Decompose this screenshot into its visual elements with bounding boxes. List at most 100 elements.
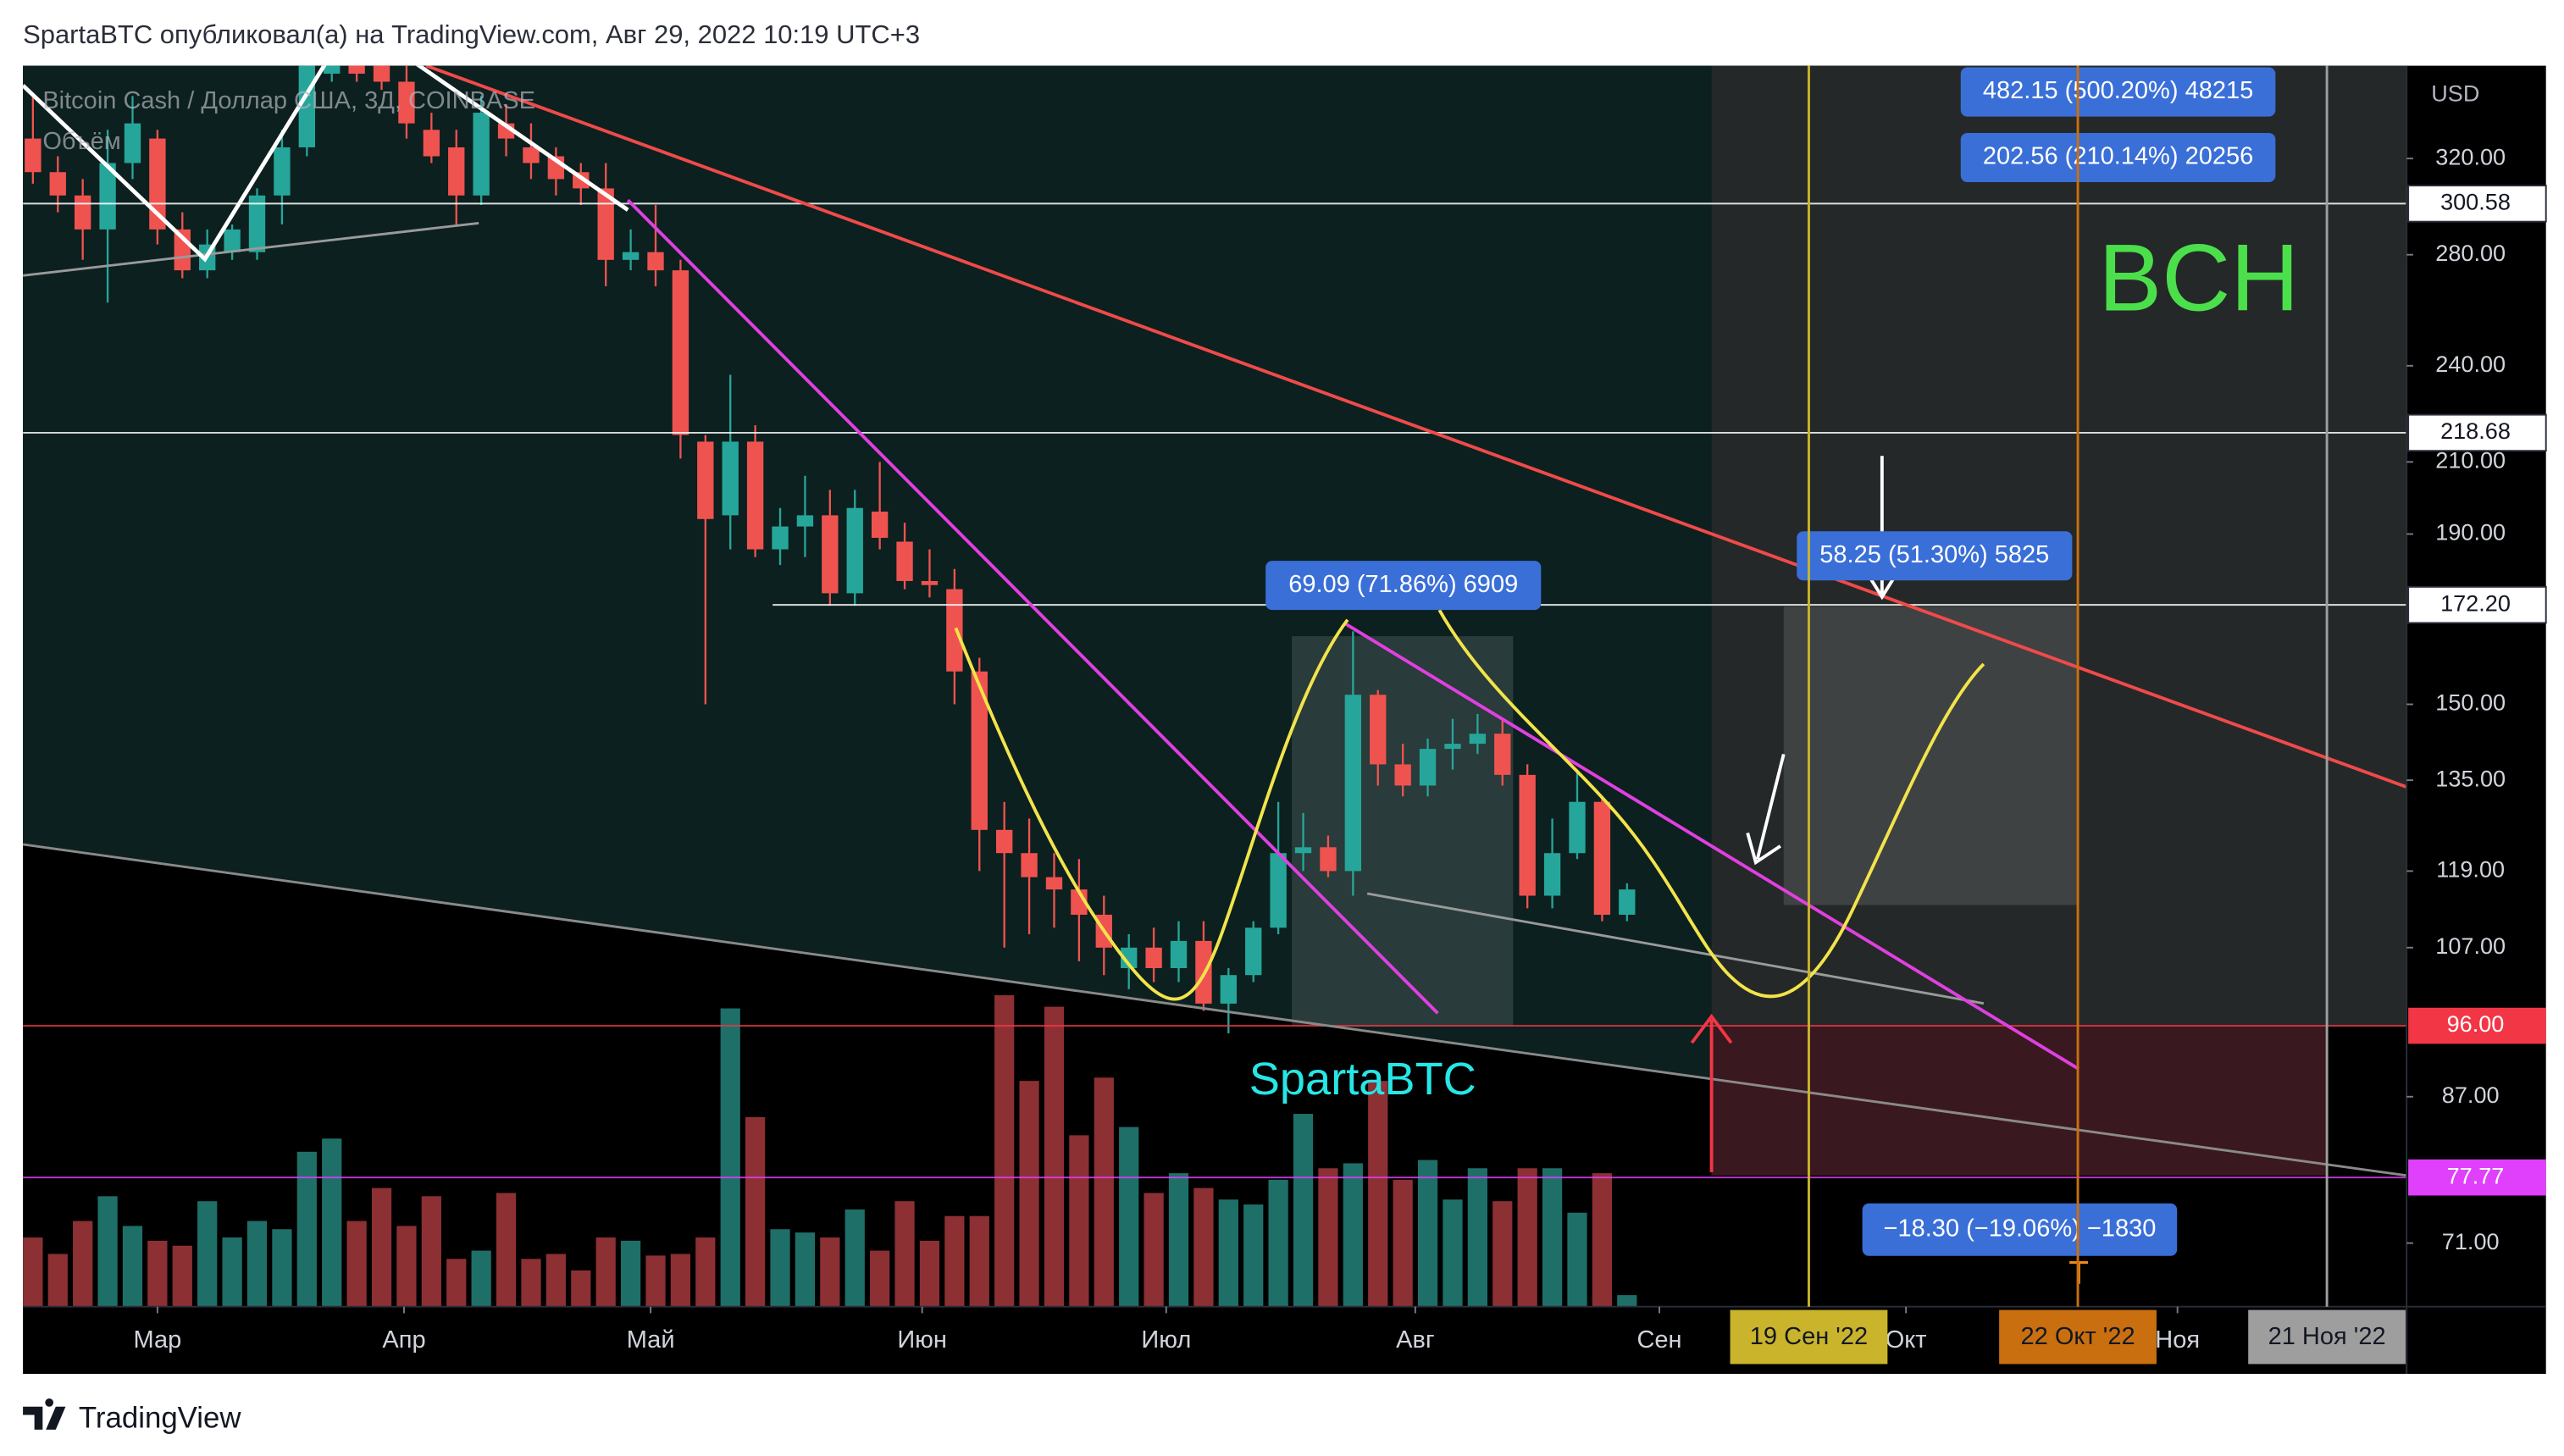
arrow [1746,753,1786,866]
candle-body [647,252,664,271]
candle-body [697,441,714,519]
volume-bar [695,1237,716,1307]
candle-body [1245,927,1262,976]
curve [954,618,1349,1001]
x-tick-label: Мар [133,1326,181,1354]
candle-body [224,229,241,252]
candle-body [1543,853,1561,896]
time-label: 22 Окт '22 [2021,1323,2135,1350]
candle-body [1270,853,1287,928]
candle-body [523,147,540,163]
x-tick-label: Апр [382,1326,425,1354]
y-tick-label: 71.00 [2442,1228,2500,1254]
volume-bar [1467,1168,1487,1307]
zigzag [415,65,629,212]
measure-label: 202.56 (210.14%) 20256 [1983,143,2253,170]
volume-bar [745,1116,766,1307]
volume-bar [521,1259,541,1307]
candle-body [423,130,440,157]
time-label: 19 Сен '22 [1750,1323,1868,1350]
volume-bar [371,1187,392,1307]
volume-bar [670,1254,691,1307]
candle-body [1294,847,1312,854]
y-tick-label: 240.00 [2435,351,2506,377]
candle-body [1121,947,1138,968]
candle-body [398,81,415,124]
volume-bar [1218,1199,1238,1307]
candle-body [1519,774,1536,896]
volume-bar [1443,1199,1463,1307]
volume-bar [720,1008,740,1307]
candle-body [348,65,365,74]
volume-bar [1019,1081,1039,1307]
measure-box [1265,561,1542,611]
candle-body [971,671,988,830]
volume-bar [1517,1168,1537,1307]
candle-body [124,123,141,163]
volume-bar [1617,1295,1637,1307]
x-tick-label: Ноя [2155,1326,2200,1354]
volume-bar [1293,1114,1314,1307]
volume-bar [1368,1081,1388,1307]
time-label-box [2248,1309,2406,1365]
volume-bar [1044,1006,1065,1307]
drawings-front [23,65,2407,1177]
candle-body [746,441,764,550]
candle-body [672,270,689,435]
author-note: SpartaBTC [1249,1054,1476,1104]
arrow [1690,1013,1733,1172]
candle-body [74,195,91,230]
volume-bar [571,1270,591,1307]
candle-body [896,541,913,581]
volume-bar [820,1237,840,1307]
volume-bar [97,1196,118,1307]
candle-body [871,512,889,538]
volume-bar [1144,1193,1164,1307]
volume-bar [795,1232,816,1307]
volume-bar [770,1229,790,1307]
measure-box [1960,67,2276,117]
series [23,65,2407,1307]
y-tick-label: 87.00 [2442,1082,2500,1108]
trend-line [626,198,1439,1015]
candle-body [1394,764,1411,786]
volume-bar [545,1254,566,1307]
price-label: 77.77 [2447,1162,2505,1188]
trend-line [425,65,2407,789]
candle-body [25,138,42,173]
measure-label: 69.09 (71.86%) 6909 [1288,571,1518,598]
volume-bar [1193,1187,1214,1307]
volume-bar [1268,1179,1288,1307]
candle-body [772,526,789,550]
volume-bar [1542,1168,1563,1307]
candle-body [248,195,266,252]
volume-bar [1492,1201,1513,1307]
volume-bar [645,1255,666,1307]
volume-bar [23,1237,43,1307]
x-tick-label: Май [627,1326,675,1354]
volume-bar [894,1201,915,1307]
price-label-box [2407,585,2547,624]
y-tick-label: 135.00 [2435,765,2506,791]
x-tick-label: Окт [1886,1326,1927,1354]
candle-body [149,138,166,230]
trend-line [23,843,2407,1177]
ticker-note: BCH [2098,224,2299,331]
channel-fill [23,65,1712,1079]
volume-bar [919,1240,940,1307]
measure-box [1797,531,2073,581]
x-tick-label: Авг [1396,1326,1434,1354]
volume-bar [122,1226,143,1307]
x-tick-label: Июн [897,1326,947,1354]
volume-bar [272,1229,292,1307]
volume-bar [396,1226,417,1307]
volume-bar [870,1250,890,1307]
volume-bar [1243,1204,1264,1307]
candle-body [448,147,465,196]
volume-bar [1069,1135,1089,1307]
price-label-box [2408,1159,2546,1196]
currency: USD [2431,80,2479,107]
candle-body [946,589,963,672]
